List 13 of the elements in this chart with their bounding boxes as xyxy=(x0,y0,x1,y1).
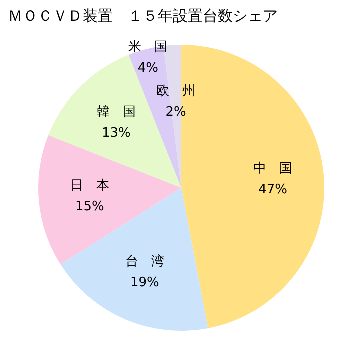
slice-label: 台 湾 xyxy=(125,253,164,270)
slice-label: 欧 州 xyxy=(156,84,196,100)
data-label: 2% xyxy=(166,105,186,120)
slice-label: 韓 国 xyxy=(96,104,136,120)
data-label: 15% xyxy=(75,200,104,215)
data-label: 47% xyxy=(258,182,288,198)
slice-label: 中 国 xyxy=(254,161,293,176)
slice-label: 米 国 xyxy=(128,40,168,56)
chart-title: ＭＯＣＶＤ装置 １５年設置台数シェア xyxy=(8,7,278,25)
data-label: 4% xyxy=(138,61,158,76)
data-label: 19% xyxy=(130,275,160,290)
data-label: 13% xyxy=(102,126,131,141)
slice-label: 日 本 xyxy=(70,178,110,194)
